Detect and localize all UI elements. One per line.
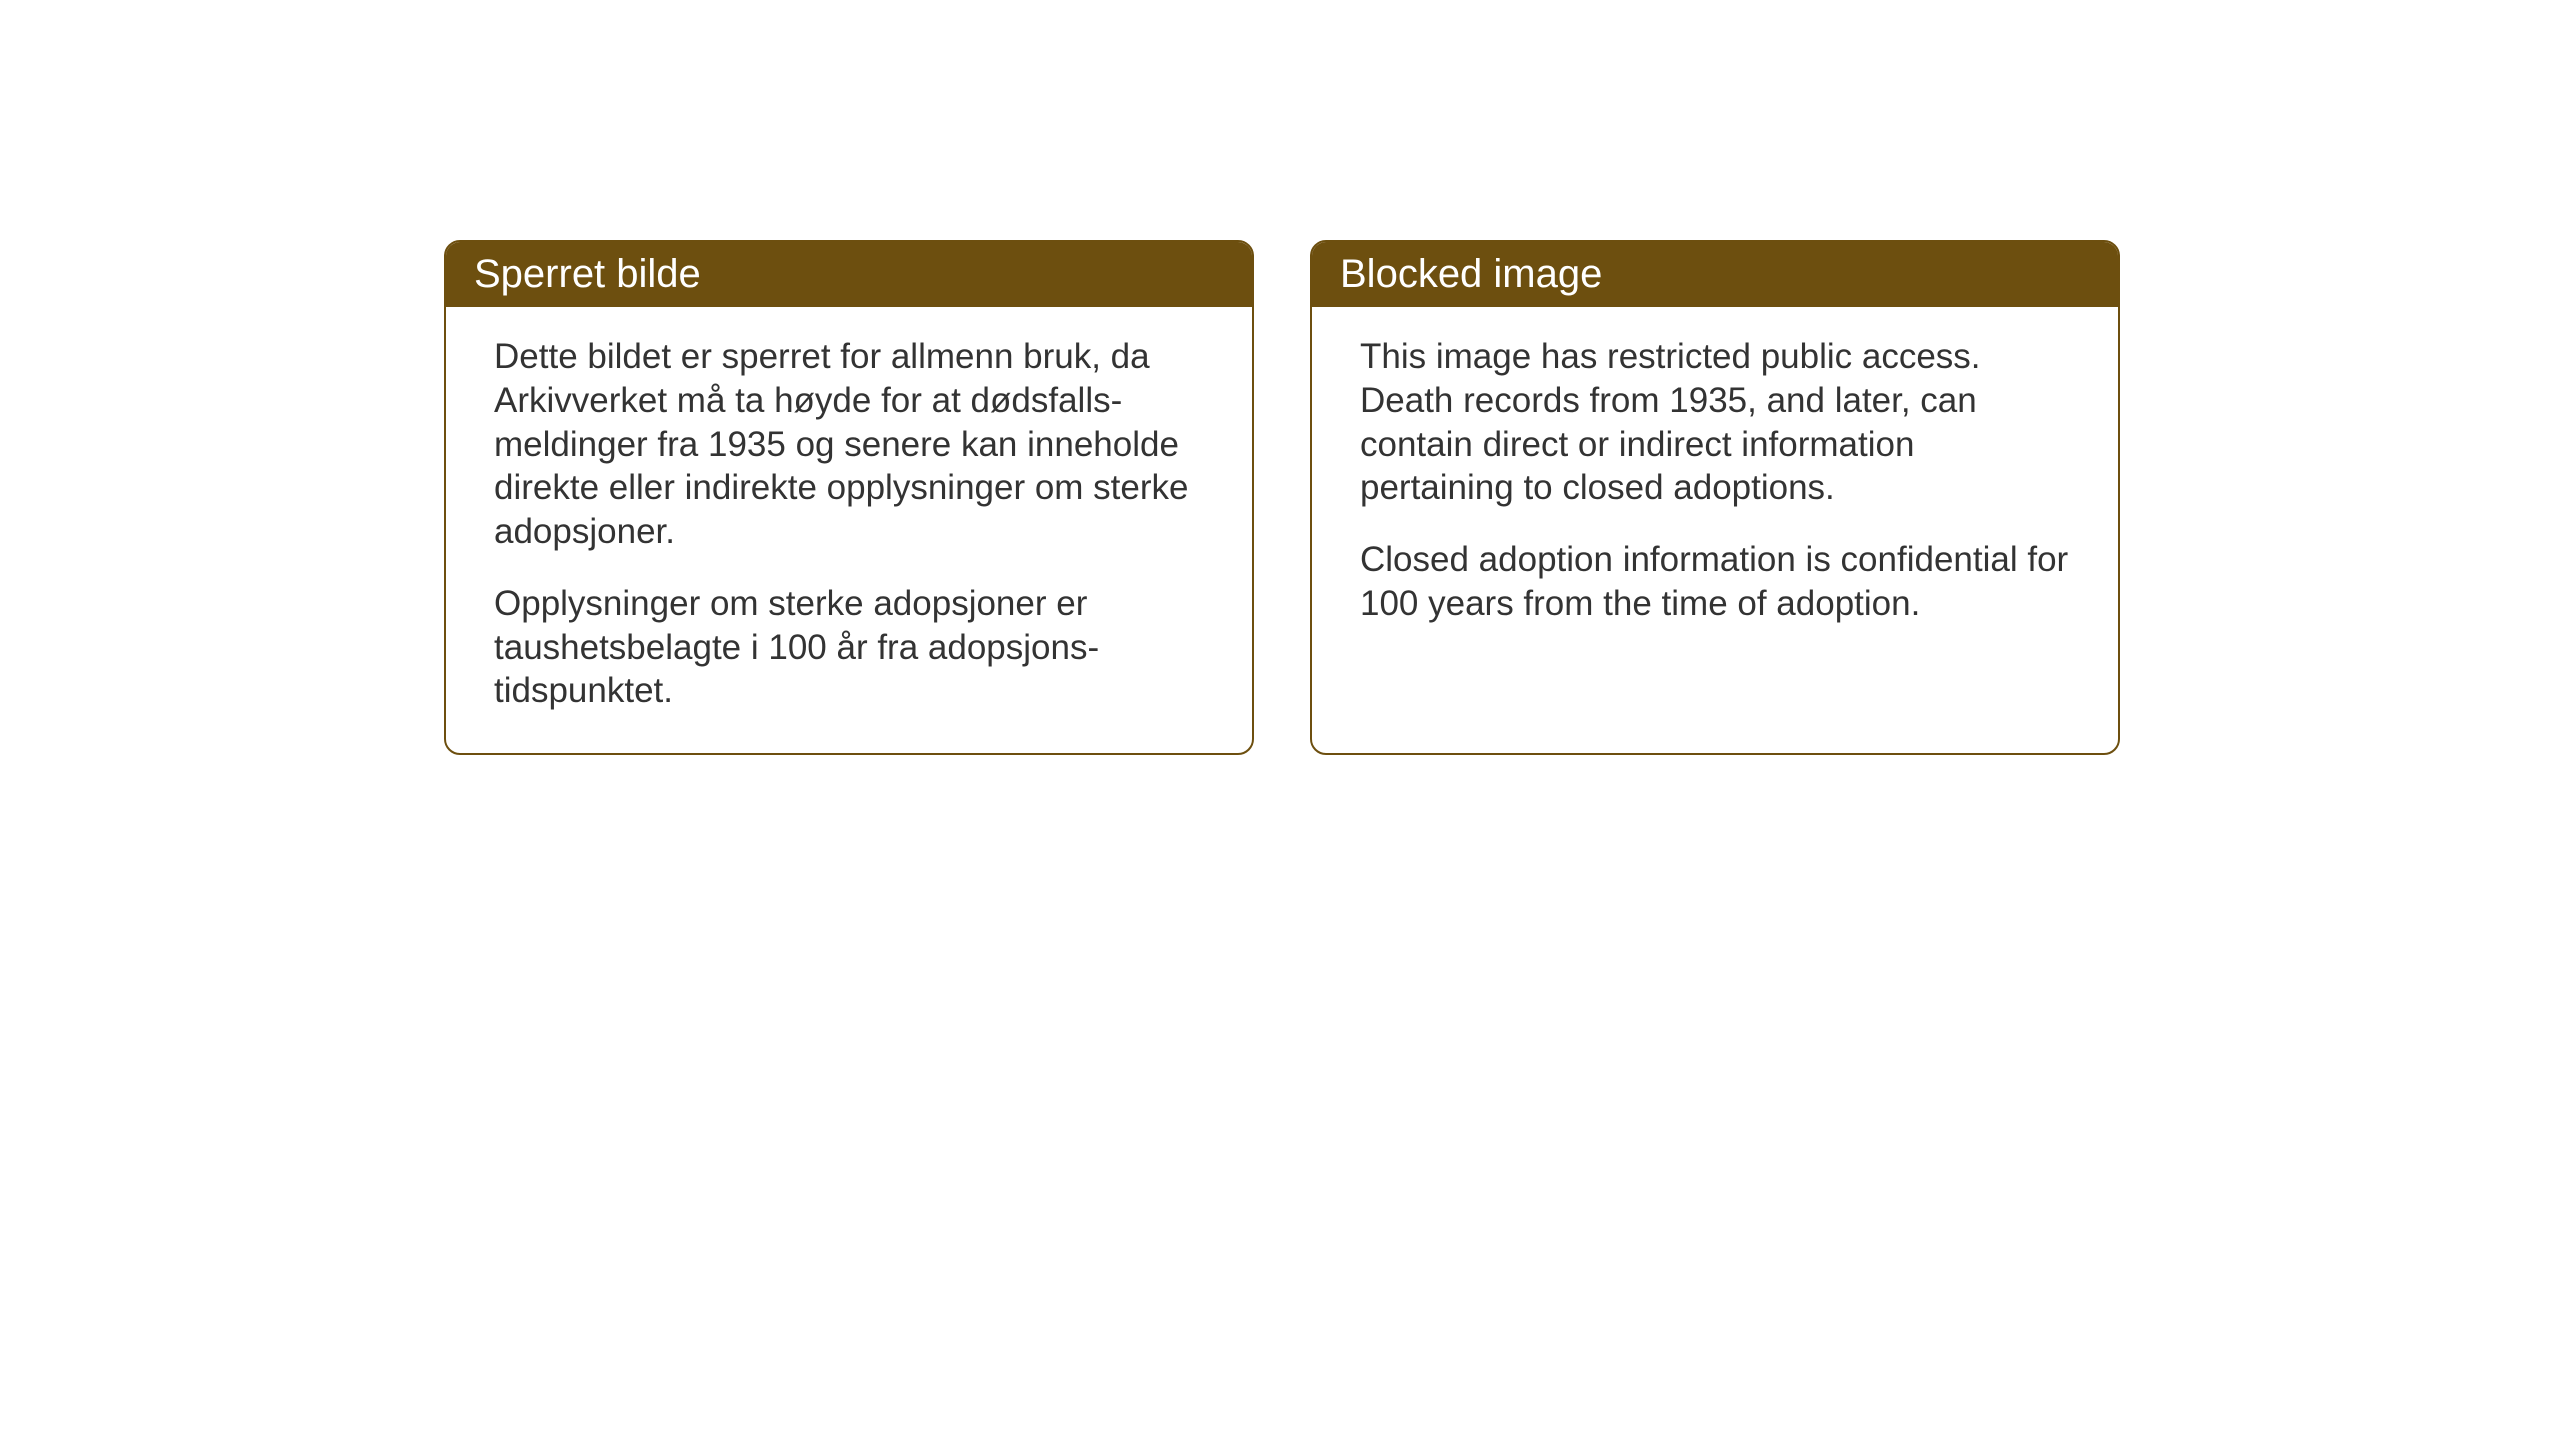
english-paragraph-2: Closed adoption information is confident…	[1360, 538, 2070, 626]
notice-container: Sperret bilde Dette bildet er sperret fo…	[444, 240, 2120, 755]
norwegian-notice-card: Sperret bilde Dette bildet er sperret fo…	[444, 240, 1254, 755]
norwegian-paragraph-2: Opplysninger om sterke adopsjoner er tau…	[494, 582, 1204, 713]
norwegian-notice-body: Dette bildet er sperret for allmenn bruk…	[446, 307, 1252, 753]
english-notice-body: This image has restricted public access.…	[1312, 307, 2118, 666]
norwegian-paragraph-1: Dette bildet er sperret for allmenn bruk…	[494, 335, 1204, 554]
english-notice-card: Blocked image This image has restricted …	[1310, 240, 2120, 755]
english-paragraph-1: This image has restricted public access.…	[1360, 335, 2070, 510]
english-notice-title: Blocked image	[1312, 242, 2118, 307]
norwegian-notice-title: Sperret bilde	[446, 242, 1252, 307]
